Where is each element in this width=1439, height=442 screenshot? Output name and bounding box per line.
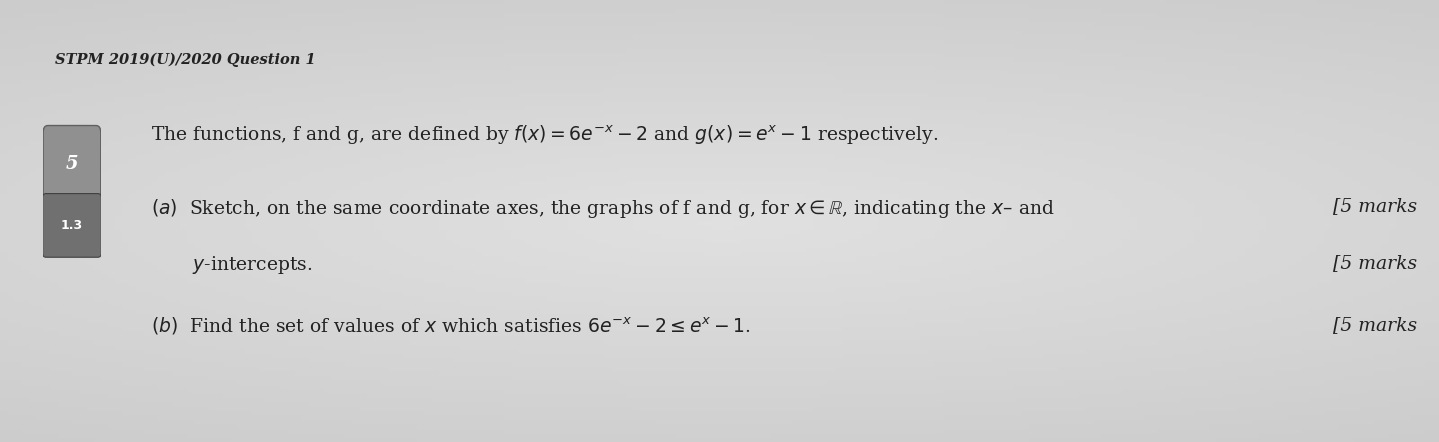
Text: The functions, f and g, are defined by $\mathit{f}(\mathit{x}) = 6e^{-x} - 2$ an: The functions, f and g, are defined by $… <box>151 124 938 147</box>
Text: [5 marks: [5 marks <box>1334 316 1417 334</box>
Text: $(\mathit{a})$  Sketch, on the same coordinate axes, the graphs of f and g, for : $(\mathit{a})$ Sketch, on the same coord… <box>151 197 1055 220</box>
Text: [5 marks: [5 marks <box>1334 197 1417 215</box>
Text: $\mathit{y}$-intercepts.: $\mathit{y}$-intercepts. <box>151 254 312 276</box>
FancyBboxPatch shape <box>43 126 101 206</box>
FancyBboxPatch shape <box>43 194 101 257</box>
Text: $(\mathit{b})$  Find the set of values of $\mathit{x}$ which satisfies $6e^{-x} : $(\mathit{b})$ Find the set of values of… <box>151 316 751 337</box>
Text: STPM 2019(U)/2020 Question 1: STPM 2019(U)/2020 Question 1 <box>55 53 315 68</box>
Text: 1.3: 1.3 <box>60 219 83 232</box>
Text: [5 marks: [5 marks <box>1334 254 1417 272</box>
Text: 5: 5 <box>66 155 78 172</box>
